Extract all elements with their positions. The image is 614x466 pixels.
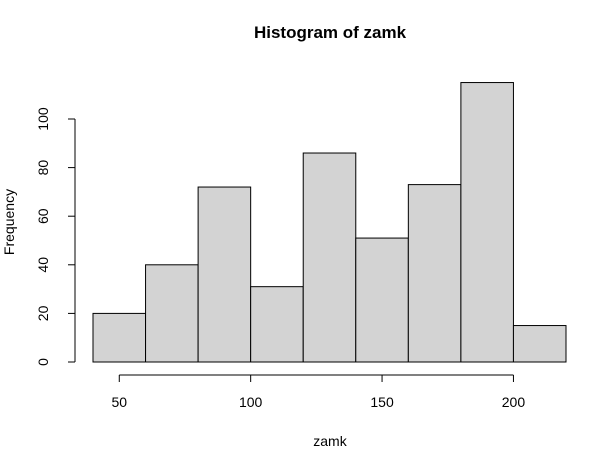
y-tick-label-20: 20 [35, 305, 51, 321]
histogram-bar-3 [197, 186, 252, 363]
histogram-bar-6 [355, 237, 409, 363]
y-tick-label-100: 100 [35, 107, 51, 131]
bars-group [92, 82, 567, 363]
y-tick-label-60: 60 [35, 208, 51, 224]
y-tick-label-0: 0 [35, 358, 51, 366]
chart-title: Histogram of zamk [254, 23, 407, 42]
y-tick-label-80: 80 [35, 160, 51, 176]
x-tick-label-200: 200 [502, 394, 526, 410]
histogram-bar-2 [145, 264, 199, 363]
histogram-bar-7 [407, 184, 462, 363]
histogram-bar-5 [302, 152, 357, 363]
histogram-bar-4 [250, 286, 304, 363]
histogram-bar-1 [92, 312, 147, 363]
x-tick-label-150: 150 [370, 394, 394, 410]
y-axis-label: Frequency [1, 189, 17, 255]
y-axis: 0 20 40 60 80 100 [35, 107, 76, 366]
histogram-bar-9 [512, 325, 567, 363]
x-axis: 50 100 150 200 [111, 374, 526, 410]
x-tick-label-50: 50 [111, 394, 127, 410]
y-tick-label-40: 40 [35, 257, 51, 273]
histogram-bar-8 [460, 82, 514, 363]
x-axis-label: zamk [313, 433, 347, 449]
x-tick-label-100: 100 [239, 394, 263, 410]
